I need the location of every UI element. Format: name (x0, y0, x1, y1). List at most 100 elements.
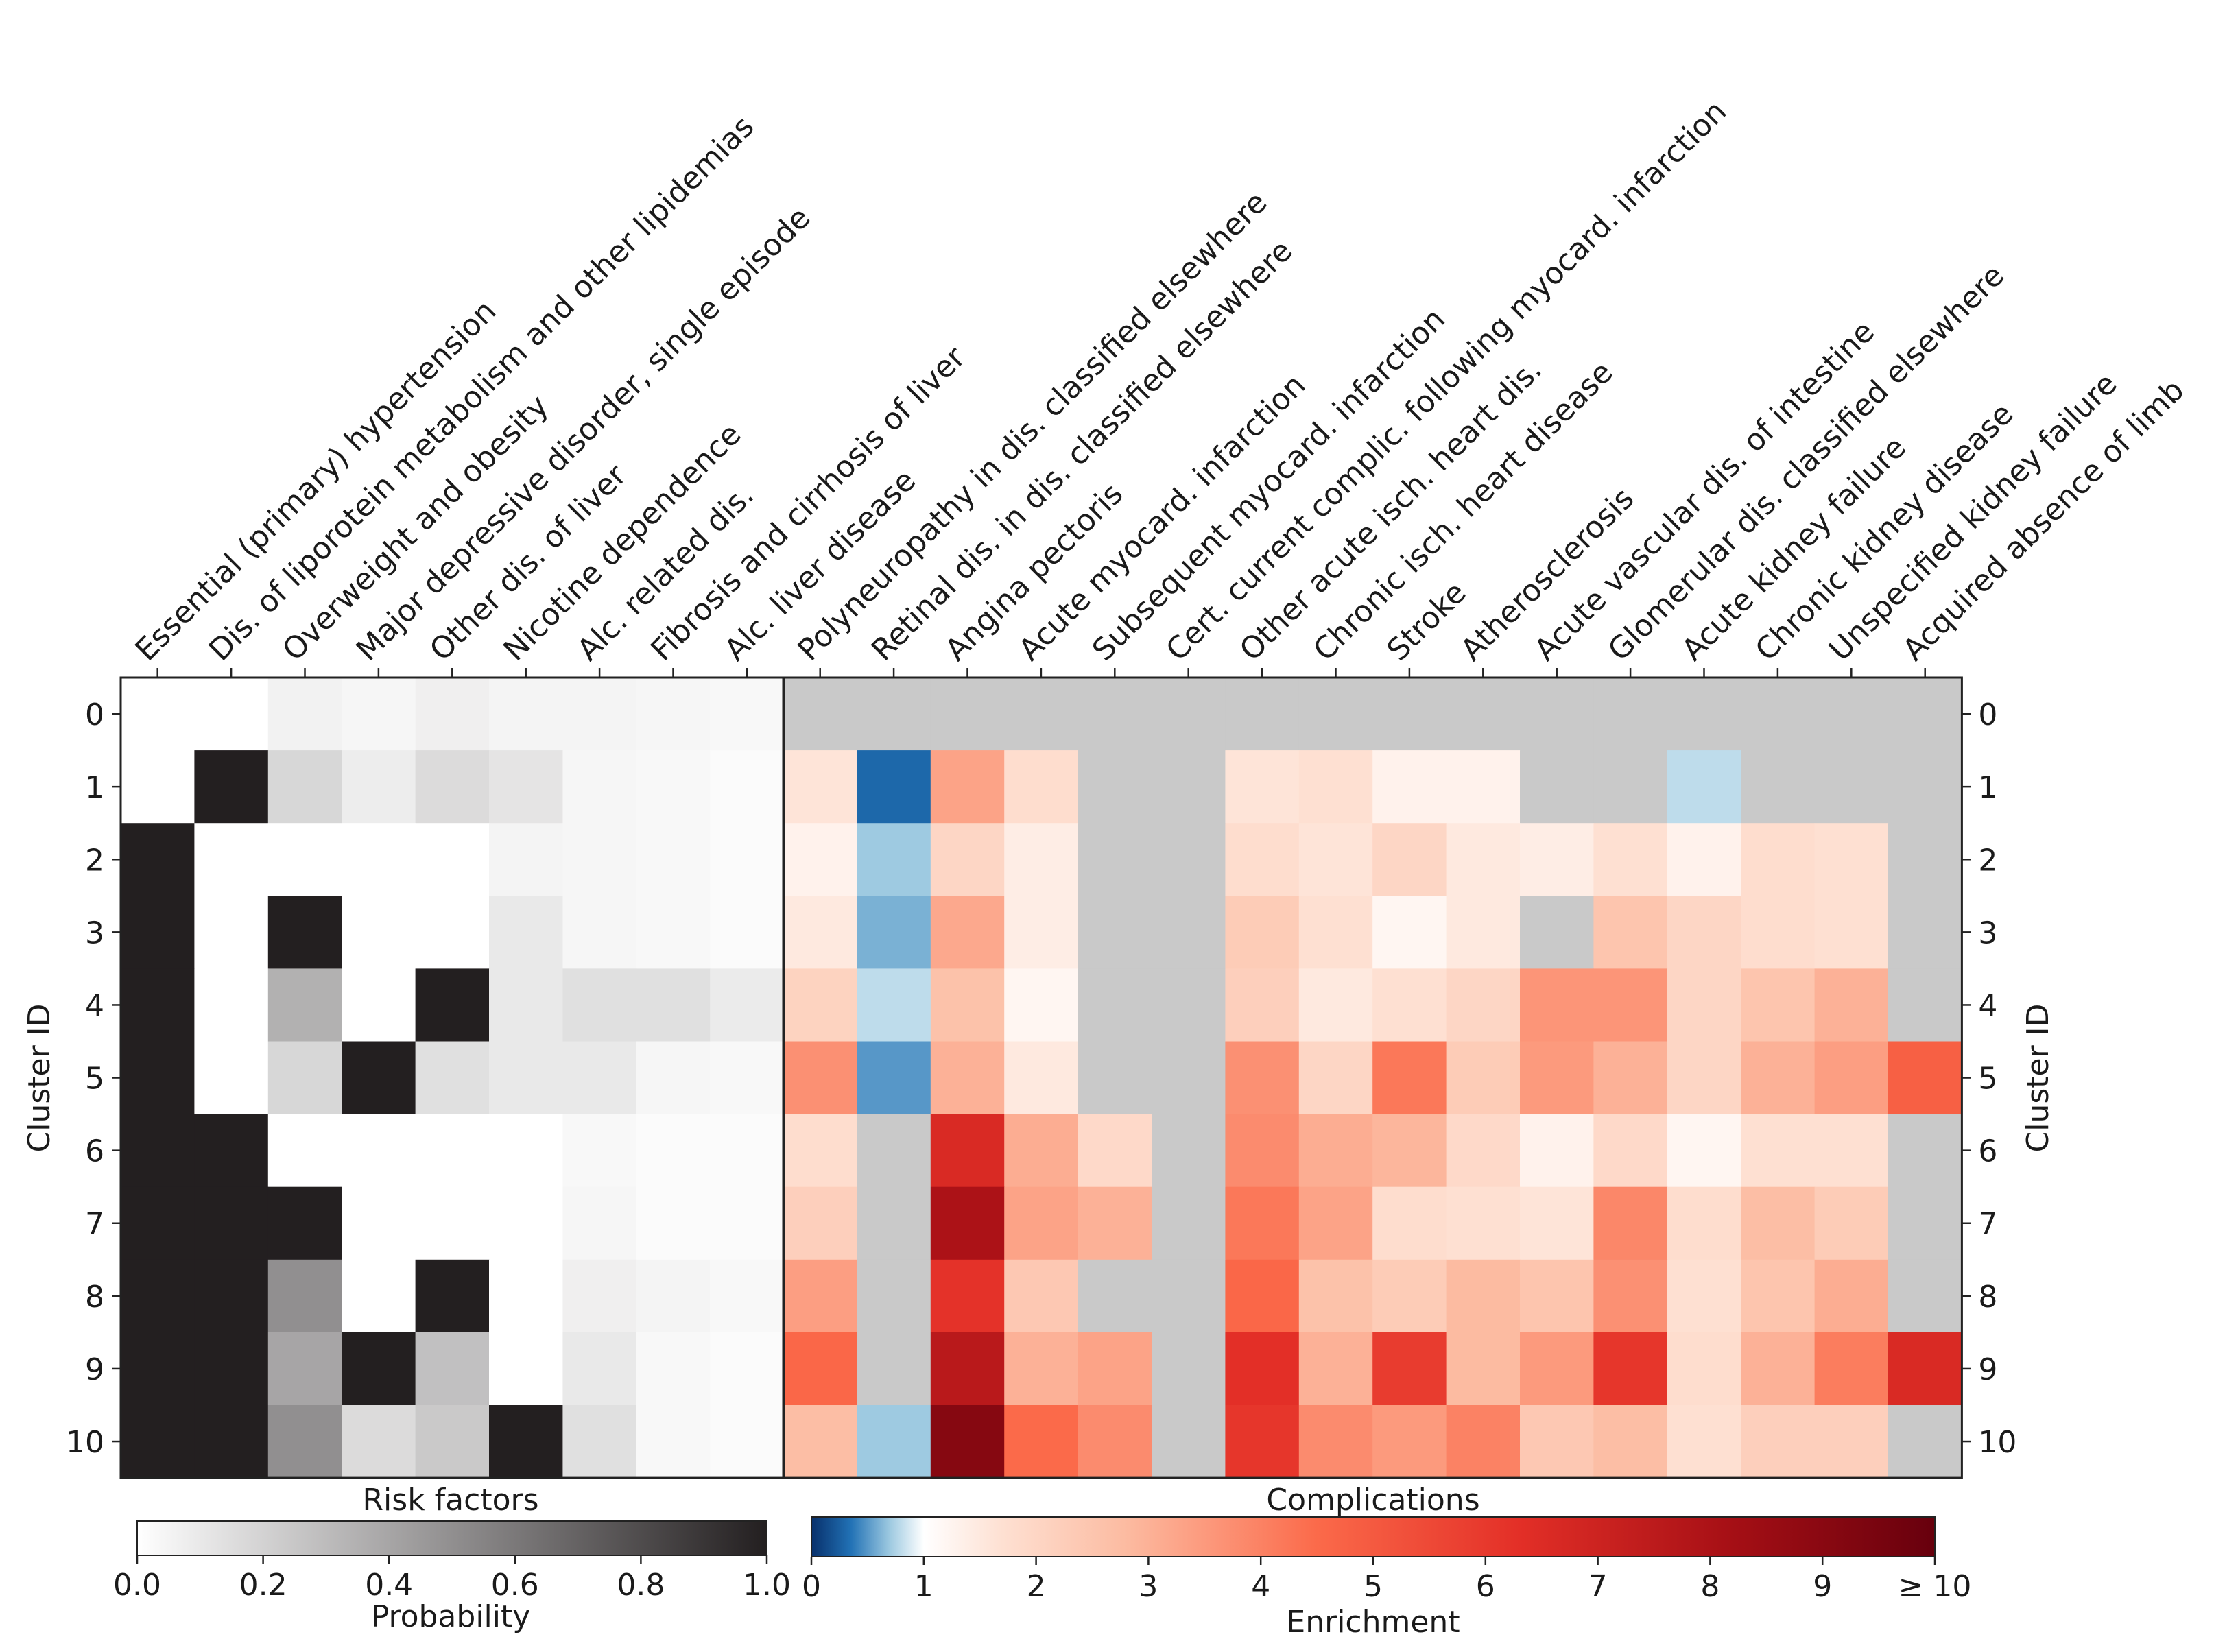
risk-cell (636, 750, 711, 824)
risk-colorbar (137, 1521, 767, 1555)
complication-cell (1815, 823, 1889, 896)
complication-cell (783, 1114, 857, 1188)
complication-cell (1520, 678, 1594, 751)
risk-cell (636, 1332, 711, 1406)
complication-cell (1593, 1260, 1667, 1333)
complication-cell (1741, 968, 1815, 1042)
complication-cell (1815, 1187, 1889, 1260)
risk-cell (194, 750, 268, 824)
risk-cell (489, 896, 563, 969)
complication-cell (931, 1405, 1005, 1479)
row-axis-title-left: Cluster ID (22, 1003, 57, 1152)
complication-cell (1447, 750, 1521, 824)
complication-cell (857, 1042, 931, 1115)
complication-cell (931, 968, 1005, 1042)
risk-cell (489, 823, 563, 896)
complication-cell (1667, 823, 1741, 896)
complication-cell (931, 823, 1005, 896)
complication-cell (1299, 678, 1373, 751)
complication-cell (1152, 1260, 1226, 1333)
complication-cell (1152, 678, 1226, 751)
complication-cell (1593, 1042, 1667, 1115)
complication-cell (1225, 968, 1299, 1042)
complication-cell (783, 1332, 857, 1406)
column-label: Acquired absence of limb (1896, 373, 2191, 668)
risk-cell (194, 896, 268, 969)
complication-cell (1299, 1187, 1373, 1260)
risk-cell (121, 1405, 195, 1479)
complication-cell (857, 1114, 931, 1188)
complication-cell (1667, 1405, 1741, 1479)
risk-cell (489, 1260, 563, 1333)
complication-cell (857, 1260, 931, 1333)
complication-cell (1741, 1332, 1815, 1406)
risk-cell (121, 750, 195, 824)
complication-cell (931, 1332, 1005, 1406)
complication-cell (1004, 1042, 1078, 1115)
complication-cell (1372, 1260, 1447, 1333)
complication-cell (1004, 1260, 1078, 1333)
complication-cell (1004, 1114, 1078, 1188)
row-label-right: 6 (1978, 1134, 1997, 1169)
row-label-right: 4 (1978, 988, 1997, 1023)
risk-cell (636, 1042, 711, 1115)
risk-cell (562, 1187, 636, 1260)
complication-cell (1152, 1405, 1226, 1479)
complication-cell (1225, 1042, 1299, 1115)
risk-cell (268, 750, 342, 824)
risk-cell (636, 1260, 711, 1333)
row-label-left: 9 (85, 1352, 104, 1387)
complication-cell (931, 1114, 1005, 1188)
complication-cell (1888, 1187, 1962, 1260)
complication-colorbar-tick-label: 0 (802, 1569, 821, 1604)
risk-colorbar-tick-label: 0.0 (113, 1568, 161, 1603)
risk-cell (121, 1187, 195, 1260)
complication-cell (1372, 823, 1447, 896)
risk-cell (562, 823, 636, 896)
complication-cell (1299, 1260, 1373, 1333)
complication-cell (1741, 823, 1815, 896)
risk-cell (342, 1187, 416, 1260)
row-label-right: 0 (1978, 697, 1997, 732)
risk-cell (268, 1042, 342, 1115)
complication-cell (1447, 823, 1521, 896)
complication-cell (1152, 968, 1226, 1042)
complication-cell (1078, 1332, 1152, 1406)
row-label-left: 10 (66, 1425, 104, 1460)
risk-cell (710, 678, 784, 751)
risk-cell (268, 678, 342, 751)
complication-cell (1372, 1042, 1447, 1115)
complication-cell (1741, 1114, 1815, 1188)
risk-cell (636, 1187, 711, 1260)
complication-cell (1372, 1187, 1447, 1260)
complication-cell (1299, 1332, 1373, 1406)
complication-cell (783, 678, 857, 751)
complication-cell (1225, 750, 1299, 824)
complication-cell (1741, 1405, 1815, 1479)
complication-cell (1741, 678, 1815, 751)
risk-cell (268, 1332, 342, 1406)
risk-cell (342, 1114, 416, 1188)
risk-cell (268, 1260, 342, 1333)
complication-cell (1667, 968, 1741, 1042)
risk-cell (416, 1187, 490, 1260)
risk-cell (489, 968, 563, 1042)
risk-cell (416, 968, 490, 1042)
complication-cell (1520, 750, 1594, 824)
row-label-left: 7 (85, 1207, 104, 1242)
complication-cell (1815, 1260, 1889, 1333)
risk-cell (710, 896, 784, 969)
complication-cell (1815, 896, 1889, 969)
complication-colorbar-tick-label: 8 (1700, 1569, 1719, 1604)
row-label-left: 3 (85, 915, 104, 950)
risk-cell (489, 1332, 563, 1406)
row-label-left: 8 (85, 1280, 104, 1315)
complication-cell (1888, 750, 1962, 824)
complication-cell (1667, 896, 1741, 969)
complication-cell (1225, 1187, 1299, 1260)
complication-cell (1447, 1405, 1521, 1479)
complication-cell (1815, 1332, 1889, 1406)
row-label-right: 9 (1978, 1352, 1997, 1387)
complication-cell (1741, 1260, 1815, 1333)
complication-cell (1888, 1114, 1962, 1188)
